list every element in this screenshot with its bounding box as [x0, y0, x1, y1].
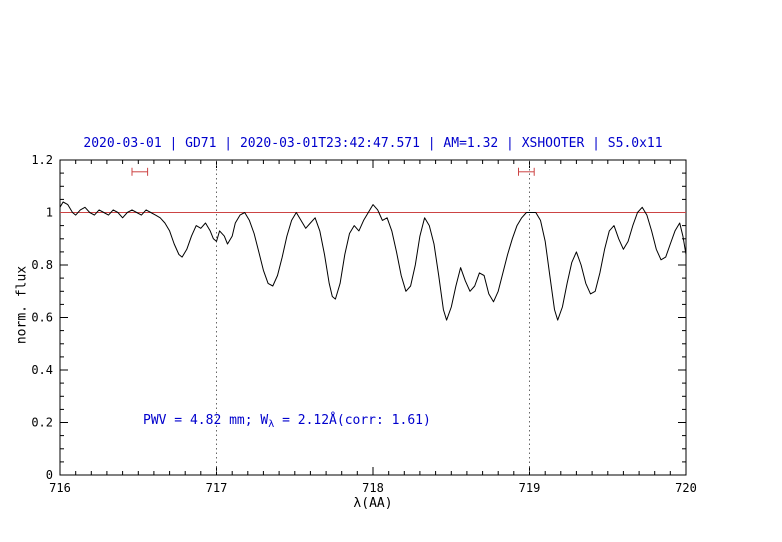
y-axis-label: norm. flux [14, 265, 30, 345]
range-marker [131, 167, 149, 176]
y-tick-label: 0 [46, 468, 53, 482]
x-axis-label: λ(AA) [353, 496, 393, 511]
pwv-annotation: PWV = 4.82 mm; Wλ = 2.12Å(corr: 1.61) [143, 413, 431, 430]
y-tick-label: 1 [46, 206, 53, 220]
plot-title: 2020-03-01 | GD71 | 2020-03-01T23:42:47.… [83, 136, 663, 151]
annotation-suffix: = 2.12Å(corr: 1.61) [274, 413, 431, 428]
x-tick-label: 719 [519, 481, 541, 495]
y-tick-label: 0.8 [31, 258, 53, 272]
annotation-lambda-subscript: λ [268, 419, 275, 430]
x-tick-label: 716 [49, 481, 71, 495]
y-tick-label: 0.2 [31, 416, 53, 430]
x-tick-label: 717 [206, 481, 228, 495]
y-tick-label: 1.2 [31, 153, 53, 167]
spectrum-line [59, 201, 687, 321]
range-marker [518, 167, 535, 176]
annotation-prefix: PWV = 4.82 mm; W [143, 413, 269, 428]
y-tick-label: 0.6 [31, 311, 53, 325]
x-tick-label: 720 [675, 481, 697, 495]
x-tick-label: 718 [362, 481, 384, 495]
y-tick-label: 0.4 [31, 363, 53, 377]
